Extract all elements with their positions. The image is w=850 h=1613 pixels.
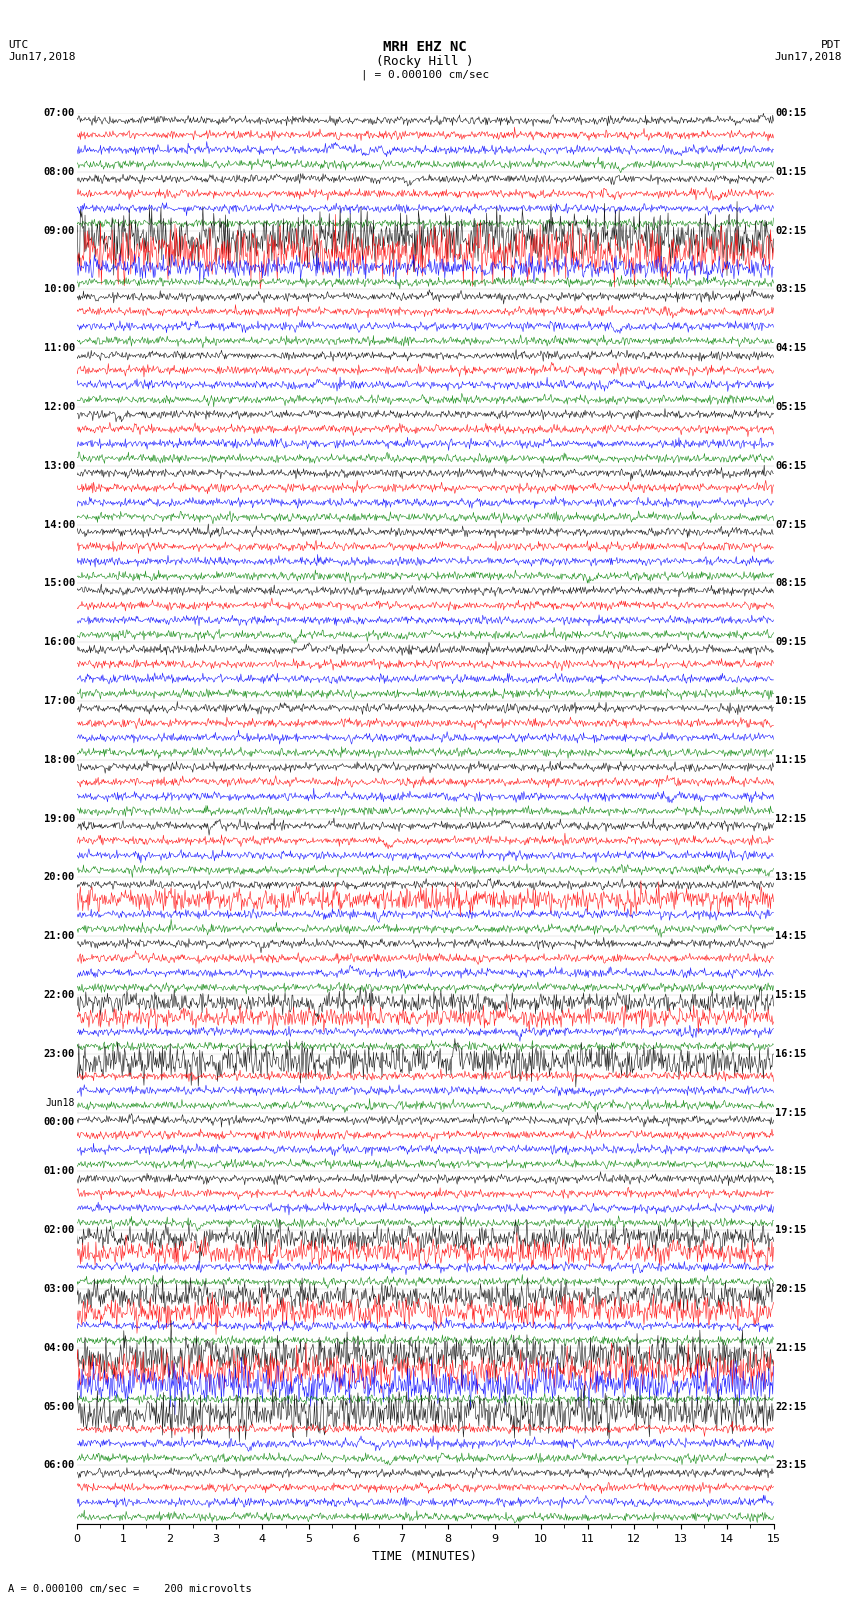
Text: 01:15: 01:15 <box>775 166 807 177</box>
Text: 09:15: 09:15 <box>775 637 807 647</box>
Text: Jun18: Jun18 <box>45 1098 75 1108</box>
Text: 12:15: 12:15 <box>775 813 807 824</box>
Text: 00:15: 00:15 <box>775 108 807 118</box>
Text: 16:00: 16:00 <box>43 637 75 647</box>
Text: | = 0.000100 cm/sec: | = 0.000100 cm/sec <box>361 69 489 81</box>
Text: 18:15: 18:15 <box>775 1166 807 1176</box>
Text: 08:15: 08:15 <box>775 579 807 589</box>
Text: 07:00: 07:00 <box>43 108 75 118</box>
Text: 04:00: 04:00 <box>43 1344 75 1353</box>
Text: 21:15: 21:15 <box>775 1344 807 1353</box>
Text: 19:00: 19:00 <box>43 813 75 824</box>
Text: 23:00: 23:00 <box>43 1048 75 1058</box>
Text: 10:00: 10:00 <box>43 284 75 294</box>
Text: PDT: PDT <box>821 40 842 50</box>
Text: 13:00: 13:00 <box>43 461 75 471</box>
Text: 19:15: 19:15 <box>775 1226 807 1236</box>
Text: 10:15: 10:15 <box>775 695 807 706</box>
Text: Jun17,2018: Jun17,2018 <box>8 52 76 61</box>
Text: 17:00: 17:00 <box>43 695 75 706</box>
Text: UTC: UTC <box>8 40 29 50</box>
Text: 20:15: 20:15 <box>775 1284 807 1294</box>
Text: 05:00: 05:00 <box>43 1402 75 1411</box>
Text: 12:00: 12:00 <box>43 402 75 411</box>
Text: 20:00: 20:00 <box>43 873 75 882</box>
X-axis label: TIME (MINUTES): TIME (MINUTES) <box>372 1550 478 1563</box>
Text: 02:00: 02:00 <box>43 1226 75 1236</box>
Text: 06:00: 06:00 <box>43 1460 75 1471</box>
Text: (Rocky Hill ): (Rocky Hill ) <box>377 55 473 68</box>
Text: 02:15: 02:15 <box>775 226 807 235</box>
Text: MRH EHZ NC: MRH EHZ NC <box>383 40 467 55</box>
Text: 09:00: 09:00 <box>43 226 75 235</box>
Text: 11:00: 11:00 <box>43 344 75 353</box>
Text: 08:00: 08:00 <box>43 166 75 177</box>
Text: 22:00: 22:00 <box>43 990 75 1000</box>
Text: 05:15: 05:15 <box>775 402 807 411</box>
Text: 07:15: 07:15 <box>775 519 807 529</box>
Text: 03:15: 03:15 <box>775 284 807 294</box>
Text: 14:15: 14:15 <box>775 931 807 942</box>
Text: 11:15: 11:15 <box>775 755 807 765</box>
Text: Jun17,2018: Jun17,2018 <box>774 52 842 61</box>
Text: 06:15: 06:15 <box>775 461 807 471</box>
Text: 16:15: 16:15 <box>775 1048 807 1058</box>
Text: 00:00: 00:00 <box>43 1118 75 1127</box>
Text: 23:15: 23:15 <box>775 1460 807 1471</box>
Text: 13:15: 13:15 <box>775 873 807 882</box>
Text: 14:00: 14:00 <box>43 519 75 529</box>
Text: 03:00: 03:00 <box>43 1284 75 1294</box>
Text: A = 0.000100 cm/sec =    200 microvolts: A = 0.000100 cm/sec = 200 microvolts <box>8 1584 252 1594</box>
Text: 01:00: 01:00 <box>43 1166 75 1176</box>
Text: 18:00: 18:00 <box>43 755 75 765</box>
Text: 04:15: 04:15 <box>775 344 807 353</box>
Text: 17:15: 17:15 <box>775 1108 807 1118</box>
Text: 15:15: 15:15 <box>775 990 807 1000</box>
Text: 21:00: 21:00 <box>43 931 75 942</box>
Text: 15:00: 15:00 <box>43 579 75 589</box>
Text: 22:15: 22:15 <box>775 1402 807 1411</box>
